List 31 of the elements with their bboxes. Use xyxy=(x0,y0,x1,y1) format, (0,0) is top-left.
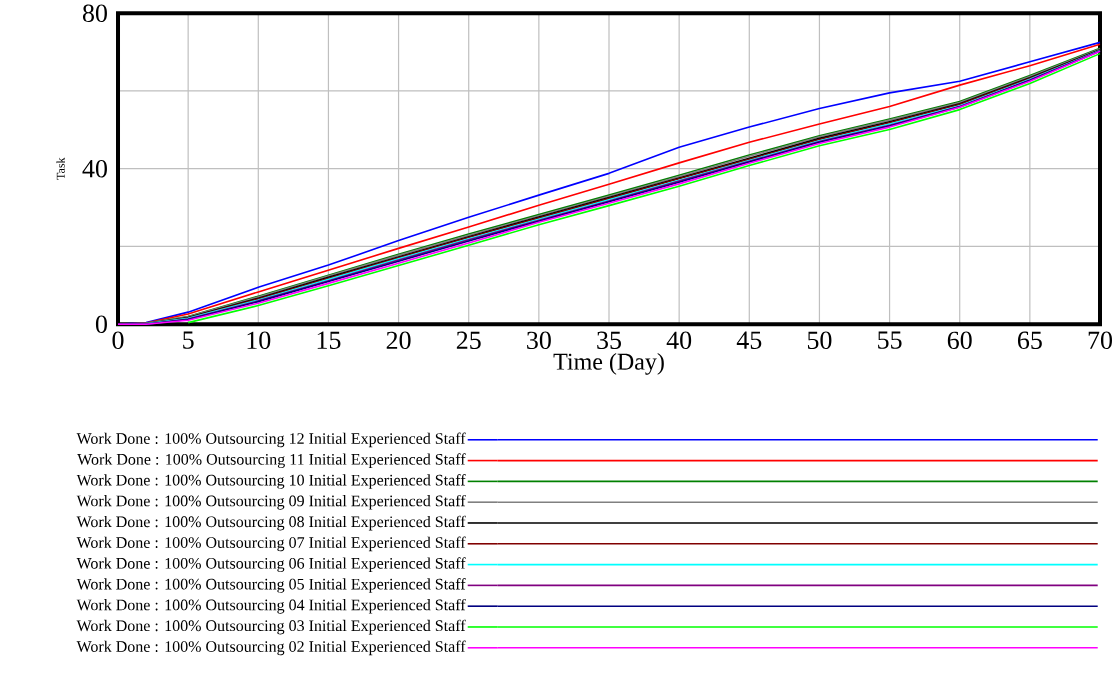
x-tick-label: 55 xyxy=(878,331,902,349)
legend-label: Work Done : 100% Outsourcing 08 Initial Experienced Staff xyxy=(76,515,466,531)
y-tick-label: 80 xyxy=(82,4,107,22)
legend-label: Work Done : 100% Outsourcing 05 Initial Experienced Staff xyxy=(76,578,466,593)
legend-label: Work Done : 100% Outsourcing 11 Initial Experienced Staff xyxy=(77,453,466,468)
x-tick-label: 60 xyxy=(947,331,972,350)
x-tick-label: 0 xyxy=(112,331,124,350)
legend-label: Work Done : 100% Outsourcing 07 Initial Experienced Staff xyxy=(76,536,466,552)
x-tick-label: 5 xyxy=(183,331,194,349)
x-tick-label: 40 xyxy=(666,331,692,350)
legend-label: Work Done : 100% Outsourcing 09 Initial Experienced Staff xyxy=(76,494,466,510)
x-tick-label: 15 xyxy=(317,331,341,349)
x-tick-label: 25 xyxy=(456,331,481,349)
legend-label: Work Done : 100% Outsourcing 06 Initial Experienced Staff xyxy=(76,557,466,572)
legend-label: Work Done : 100% Outsourcing 12 Initial Experienced Staff xyxy=(76,432,466,448)
legend-label: Work Done : 100% Outsourcing 10 Initial Experienced Staff xyxy=(76,474,466,489)
x-tick-label: 65 xyxy=(1017,331,1042,349)
x-tick-label: 30 xyxy=(527,331,551,350)
x-tick-label: 45 xyxy=(736,331,762,349)
x-tick-label: 35 xyxy=(597,331,621,349)
x-tick-label: 50 xyxy=(807,331,832,350)
y-tick-label: 40 xyxy=(82,159,107,178)
legend-label: Work Done : 100% Outsourcing 04 Initial Experienced Staff xyxy=(76,598,466,614)
legend-label: Work Done : 100% Outsourcing 02 Initial Experienced Staff xyxy=(76,640,466,656)
y-tick-label: 0 xyxy=(95,315,107,333)
x-tick-label: 10 xyxy=(247,331,271,350)
legend-label: Work Done : 100% Outsourcing 03 Initial Experienced Staff xyxy=(76,619,466,635)
x-tick-label: 70 xyxy=(1088,331,1112,350)
x-tick-label: 20 xyxy=(386,331,411,350)
x-axis-title: Time (Day) xyxy=(553,352,664,375)
y-axis-title: Task xyxy=(56,157,65,180)
